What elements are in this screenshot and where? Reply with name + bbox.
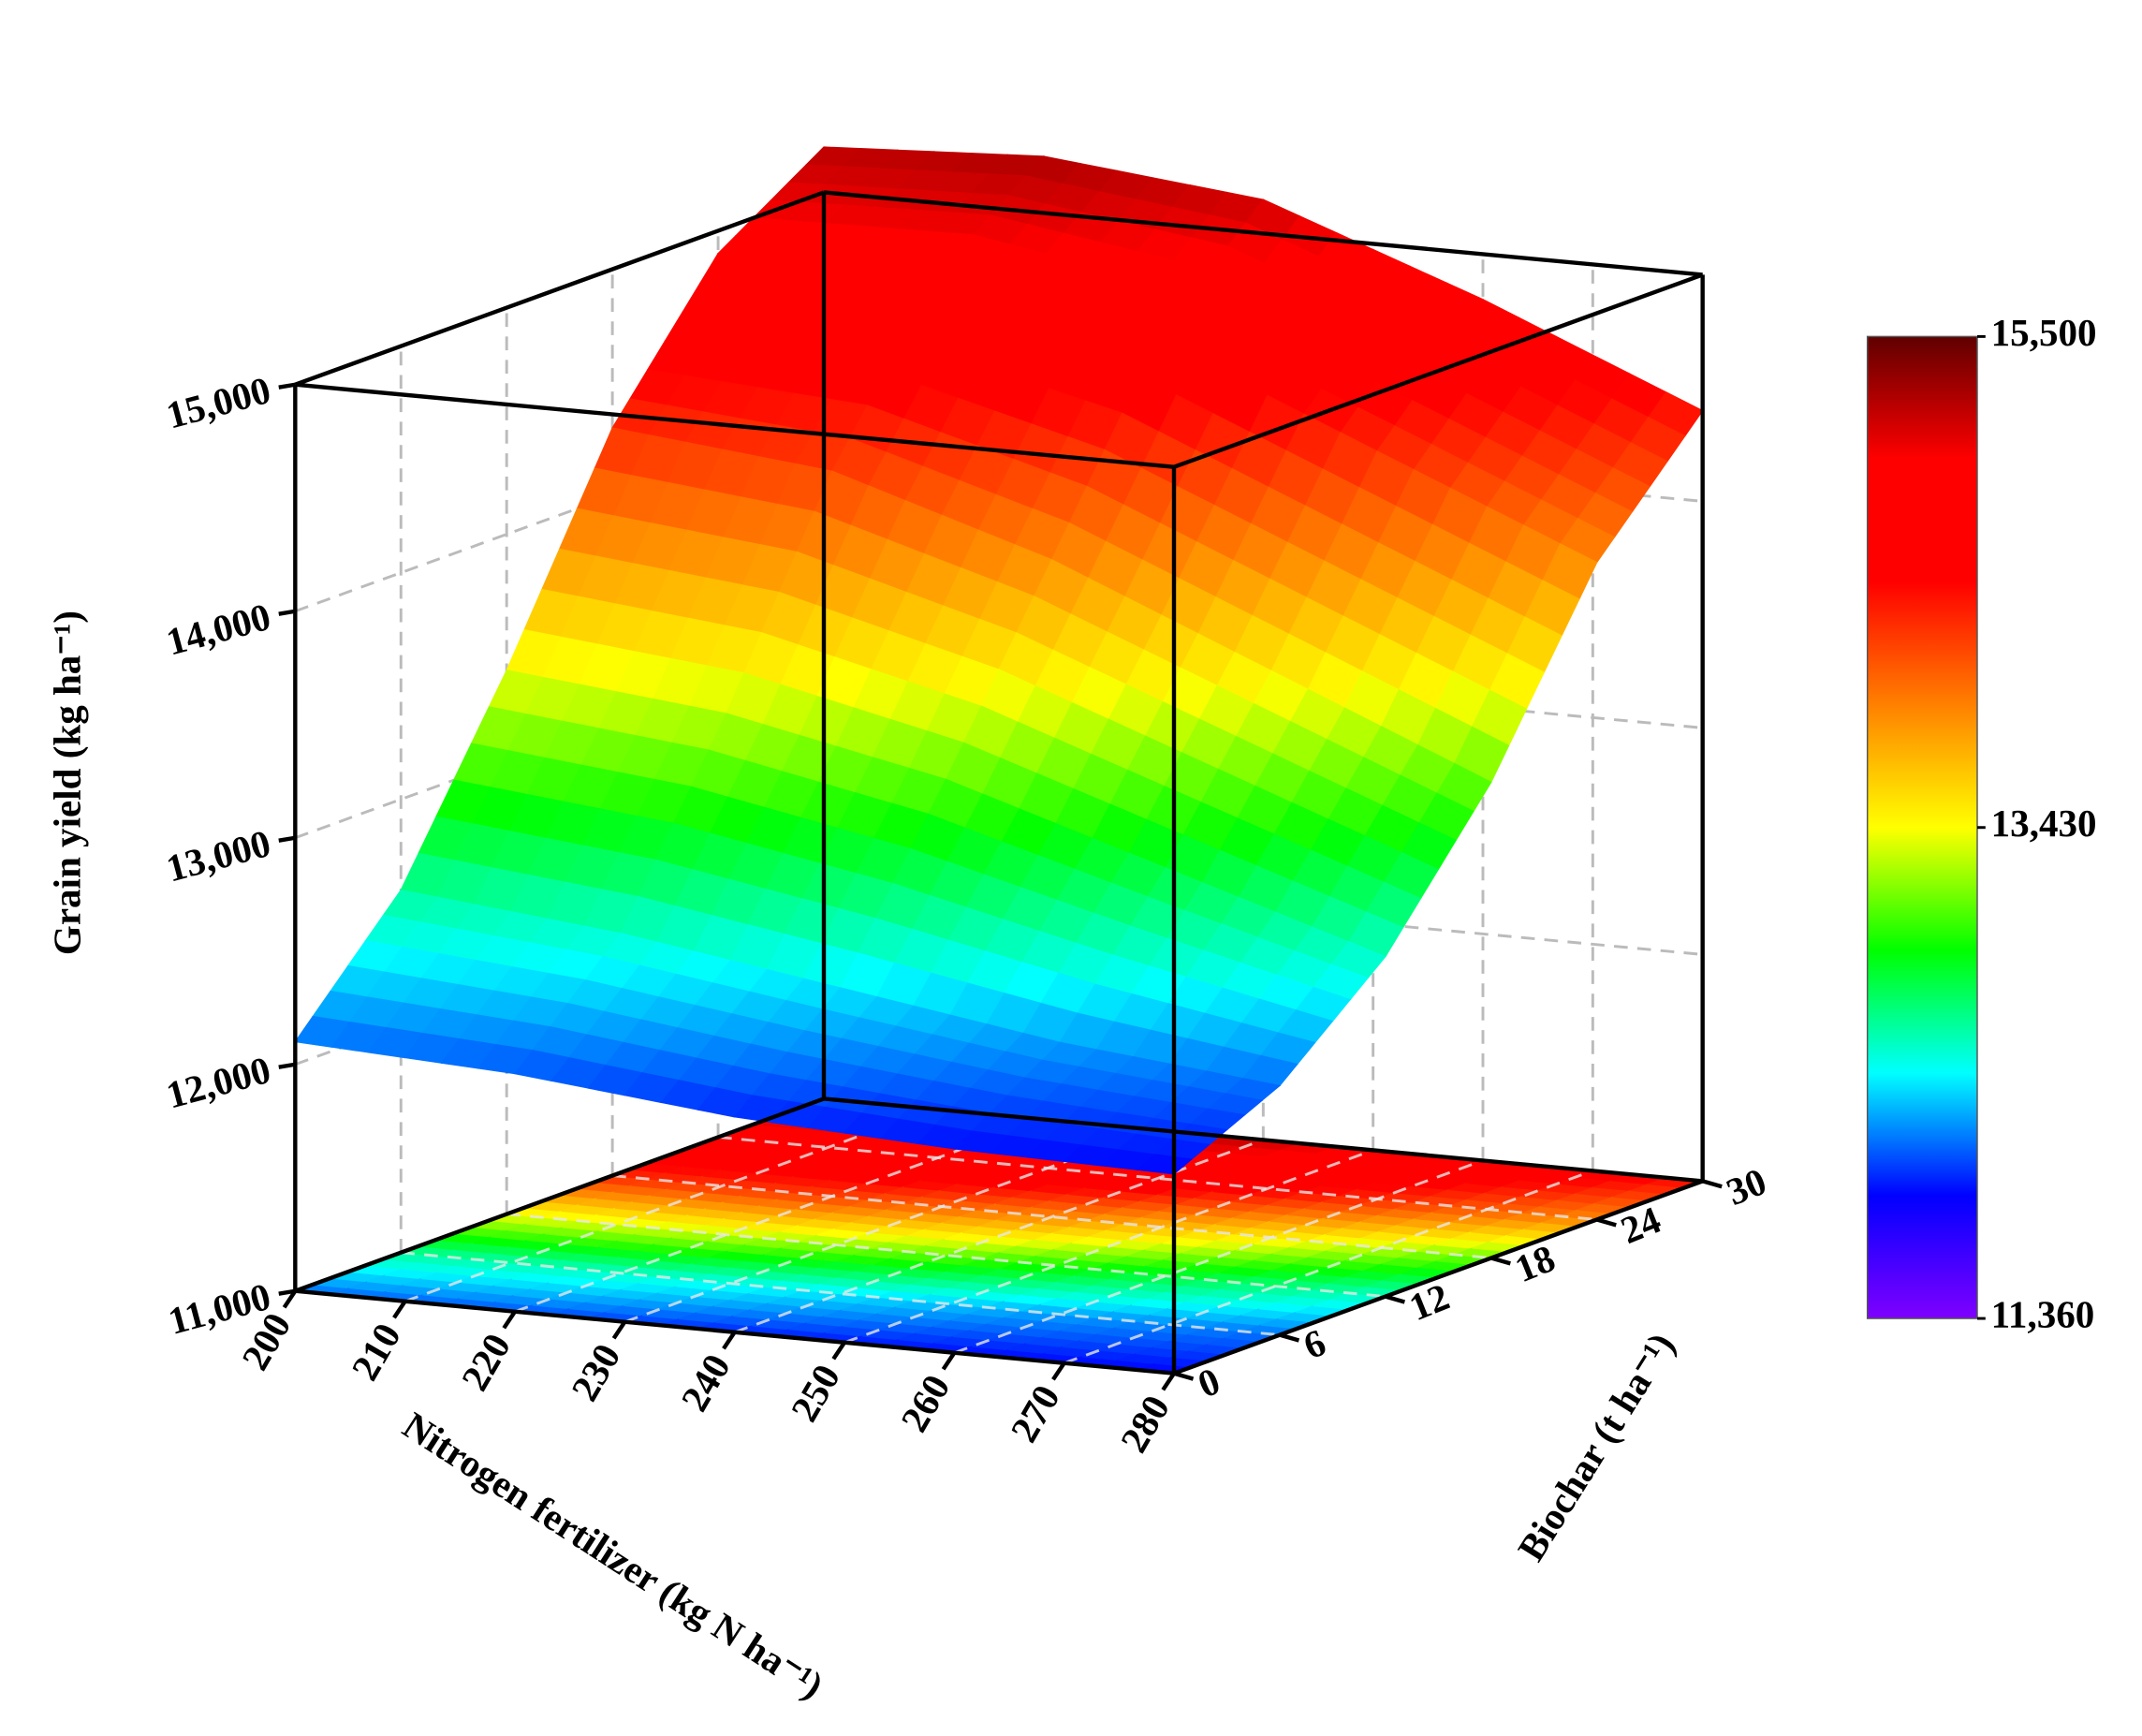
tick-mark <box>502 1310 517 1330</box>
grid-line <box>844 1149 1374 1345</box>
x-tick-label: 250 <box>783 1357 849 1428</box>
tick-mark <box>611 1320 627 1340</box>
y-tick-label: 30 <box>1721 1159 1772 1214</box>
z-tick-label: 14,000 <box>162 595 275 664</box>
tick-mark <box>1490 1256 1511 1266</box>
box-edge <box>823 190 1703 277</box>
tick-mark <box>278 835 296 843</box>
tick-mark <box>722 1331 737 1350</box>
colorbar-tick-label: 11,360 <box>1991 1292 2095 1335</box>
tick-mark <box>1173 1371 1195 1381</box>
surface-cell <box>1136 1154 1194 1175</box>
z-tick-label: 12,000 <box>162 1048 275 1117</box>
grid-line <box>717 1136 1597 1221</box>
y-tick-label: 6 <box>1298 1320 1331 1367</box>
y-axis-label: Biochar (t ha⁻¹) <box>1509 1325 1683 1567</box>
colorbar-tick-label: 15,500 <box>1991 311 2097 354</box>
y-tick-label: 0 <box>1192 1359 1225 1405</box>
tick-mark <box>278 1062 296 1069</box>
x-tick-label: 260 <box>892 1367 959 1438</box>
x-tick-label: 280 <box>1112 1388 1179 1459</box>
grid-line <box>611 1174 1491 1259</box>
tick-mark <box>1279 1332 1300 1343</box>
x-axis-label: Nitrogen fertilizer (kg N ha⁻¹) <box>396 1404 831 1707</box>
tick-mark <box>1161 1372 1176 1391</box>
grid-line <box>514 1118 1045 1314</box>
x-tick-label: 270 <box>1002 1377 1068 1449</box>
box-edge <box>295 382 1175 469</box>
grid-line <box>401 1251 1281 1337</box>
tick-mark <box>278 609 296 616</box>
tick-mark <box>1596 1217 1617 1228</box>
grid-line <box>506 1213 1386 1299</box>
tick-mark <box>1385 1294 1406 1304</box>
x-tick-label: 210 <box>343 1316 409 1387</box>
box-edge <box>295 1288 1175 1376</box>
tick-mark <box>1702 1179 1723 1189</box>
box-edge <box>1173 1179 1704 1376</box>
tick-mark <box>278 382 296 390</box>
grid-line <box>953 1159 1484 1355</box>
box-edge <box>294 1096 825 1293</box>
tick-mark <box>282 1289 298 1309</box>
tick-mark <box>941 1351 957 1371</box>
z-tick-label: 15,000 <box>162 368 275 437</box>
grid-line <box>404 1108 934 1303</box>
box-edge <box>1173 272 1704 469</box>
z-axis-label: Grain yield (kg ha⁻¹) <box>46 611 89 955</box>
box-edge <box>823 1096 1703 1184</box>
x-tick-label: 230 <box>563 1336 629 1407</box>
x-tick-label: 220 <box>453 1326 520 1397</box>
z-tick-label: 13,000 <box>162 821 275 890</box>
colorbar-tick-label: 13,430 <box>1991 802 2097 845</box>
box-edge <box>294 190 825 387</box>
tick-mark <box>831 1341 846 1361</box>
colorbar <box>1866 335 1978 1319</box>
tick-mark <box>392 1300 407 1319</box>
grid-line <box>1064 1170 1593 1365</box>
tick-mark <box>1051 1361 1066 1381</box>
x-tick-label: 240 <box>672 1346 739 1418</box>
